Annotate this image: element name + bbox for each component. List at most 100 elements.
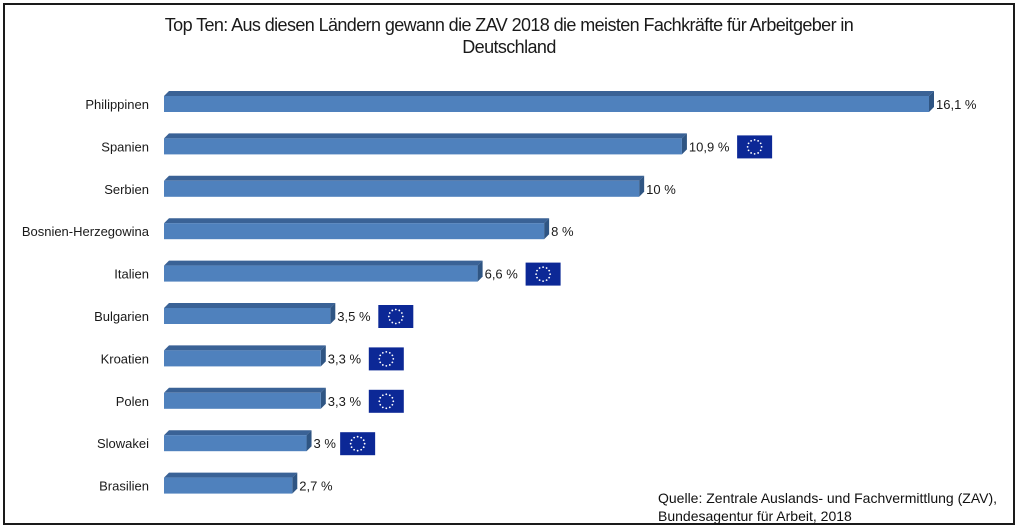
eu-star — [363, 442, 366, 445]
eu-star — [362, 446, 365, 449]
eu-star — [747, 142, 750, 145]
data-label: 3 % — [314, 436, 337, 451]
eu-star — [388, 394, 391, 397]
data-label: 6,6 % — [485, 267, 519, 282]
eu-star — [542, 266, 545, 268]
bar-top-face — [164, 91, 934, 96]
category-label: Italien — [114, 267, 149, 282]
eu-star — [757, 139, 760, 142]
eu-star — [549, 273, 552, 275]
eu-flag-icon — [525, 262, 561, 286]
eu-star — [379, 403, 382, 406]
eu-star — [392, 358, 395, 360]
bar-top-face — [164, 345, 326, 351]
eu-star — [753, 153, 756, 155]
eu-star — [381, 406, 384, 409]
eu-star — [378, 400, 381, 403]
eu-flag-icon — [378, 305, 414, 328]
eu-star — [391, 361, 394, 364]
eu-star — [356, 449, 359, 452]
eu-star — [750, 152, 753, 154]
eu-star — [398, 321, 401, 324]
eu-star — [353, 448, 356, 451]
bar — [164, 435, 307, 452]
eu-star — [356, 435, 359, 438]
eu-star — [388, 319, 391, 321]
eu-star — [350, 446, 353, 449]
bar-side-face — [681, 133, 687, 155]
eu-star — [381, 351, 384, 354]
eu-star — [391, 354, 394, 357]
eu-star — [536, 269, 538, 272]
eu-star — [398, 309, 401, 312]
eu-flag-icon — [737, 135, 773, 159]
eu-star — [353, 436, 356, 439]
bar-top-face — [164, 260, 483, 266]
bar-top-face — [164, 472, 298, 478]
eu-star — [388, 312, 391, 314]
eu-star — [385, 351, 388, 353]
bar — [164, 96, 929, 112]
bar-top-face — [164, 430, 312, 436]
eu-star — [747, 149, 750, 152]
chart-title-line-2: Deutschland — [462, 37, 556, 57]
bar-side-face — [544, 218, 550, 240]
eu-star — [394, 322, 397, 325]
eu-star — [538, 279, 541, 282]
bar-top-face — [164, 303, 336, 308]
bar-top-face — [164, 133, 687, 139]
eu-star — [387, 315, 390, 318]
eu-star — [350, 439, 353, 442]
eu-star — [379, 354, 382, 357]
eu-star — [400, 319, 403, 321]
bar-side-face — [320, 345, 326, 367]
eu-star — [388, 351, 391, 354]
eu-star — [381, 394, 384, 397]
bar — [164, 180, 640, 197]
bar-top-face — [164, 387, 326, 393]
data-label: 10 % — [646, 182, 676, 197]
bar — [164, 223, 545, 240]
eu-star — [538, 267, 541, 269]
bar-side-face — [292, 472, 298, 494]
eu-star — [360, 448, 363, 451]
category-label: Philippinen — [85, 97, 149, 112]
data-label: 3,3 % — [328, 394, 362, 409]
eu-star — [753, 139, 756, 141]
data-label: 3,5 % — [337, 309, 371, 324]
eu-star — [381, 364, 384, 366]
eu-star — [391, 321, 394, 324]
category-label: Kroatien — [101, 351, 149, 366]
bar-top-face — [164, 218, 550, 224]
eu-star — [379, 396, 382, 399]
bar-side-face — [639, 175, 645, 197]
bar — [164, 138, 682, 155]
eu-star — [385, 365, 388, 367]
eu-star — [360, 436, 363, 439]
eu-star — [378, 358, 381, 360]
eu-star — [394, 308, 397, 311]
bar-top-face — [164, 175, 645, 181]
eu-star — [757, 152, 760, 154]
eu-star — [388, 406, 391, 409]
data-label: 3,3 % — [328, 351, 362, 366]
bar-side-face — [320, 387, 326, 409]
chart-title-line-1: Top Ten: Aus diesen Ländern gewann die Z… — [164, 15, 854, 35]
bar-side-face — [929, 91, 934, 112]
eu-star — [760, 146, 763, 148]
bar-side-face — [330, 303, 336, 324]
eu-star — [746, 146, 749, 148]
category-label: Polen — [116, 394, 149, 409]
chart-title: Top Ten: Aus diesen Ländern gewann die Z… — [5, 14, 1013, 58]
category-label: Spanien — [101, 139, 149, 154]
category-label: Brasilien — [99, 479, 149, 494]
category-label: Bosnien-Herzegowina — [22, 224, 150, 239]
bar — [164, 392, 321, 409]
data-label: 10,9 % — [689, 139, 730, 154]
eu-star — [385, 407, 388, 410]
bar — [164, 350, 321, 367]
bar — [164, 308, 331, 324]
eu-star — [362, 439, 365, 442]
category-label: Serbien — [104, 182, 149, 197]
